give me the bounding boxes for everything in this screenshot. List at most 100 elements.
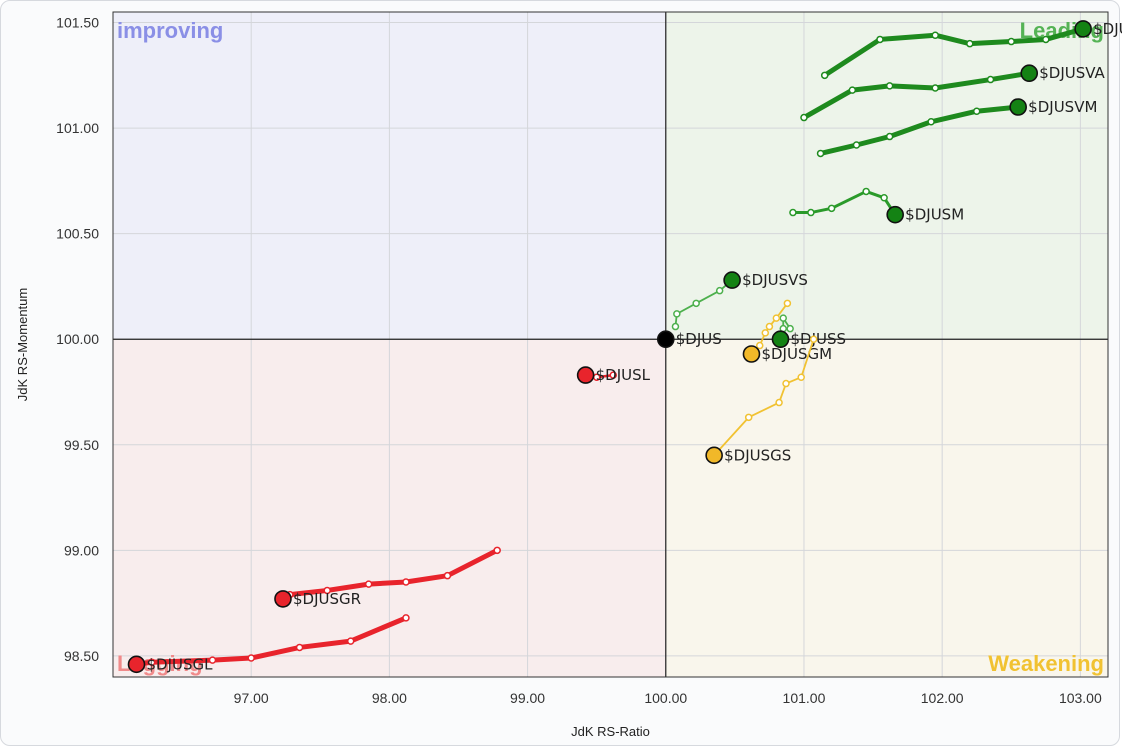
symbol-label: $DJUSVS xyxy=(742,271,808,289)
plot-border xyxy=(112,11,1109,678)
trail-point xyxy=(364,580,373,588)
head-marker xyxy=(886,205,904,224)
symbol-label: $DJUSGS xyxy=(724,446,791,464)
series-djusm: $DJUSM xyxy=(789,187,964,224)
trail-point xyxy=(1042,35,1050,44)
trail-point xyxy=(862,187,870,196)
symbol-label: $DJUSM xyxy=(905,206,964,224)
head-marker xyxy=(127,655,146,674)
trail-point xyxy=(671,322,680,331)
trail-point xyxy=(986,75,995,84)
trail-point xyxy=(402,614,410,622)
trail-point xyxy=(775,398,783,407)
trail-point xyxy=(848,86,857,94)
symbol-label: $DJUSVM xyxy=(1028,98,1097,116)
symbol-label: $DJUSGL xyxy=(146,655,213,673)
trail-point xyxy=(880,194,888,202)
trail-point xyxy=(931,84,940,92)
head-marker xyxy=(1020,64,1039,83)
trail-point xyxy=(931,31,940,39)
y-tick-label: 98.50 xyxy=(64,648,99,664)
trail-point xyxy=(783,299,792,308)
trail-point xyxy=(800,113,808,122)
trail-point xyxy=(885,132,894,141)
head-marker xyxy=(771,330,790,349)
head-marker xyxy=(705,446,723,465)
trail-point xyxy=(807,208,815,217)
trail-point xyxy=(779,314,787,322)
x-tick-label: 102.00 xyxy=(921,690,964,706)
quadrant-leading xyxy=(665,12,1108,340)
head-marker xyxy=(576,366,595,384)
y-tick-label: 100.50 xyxy=(56,226,99,242)
trail-point xyxy=(761,329,770,337)
trail-point xyxy=(927,118,935,126)
trail-point xyxy=(402,578,410,586)
quadrant-label-improving: improving xyxy=(117,18,223,43)
trail-point xyxy=(493,546,501,555)
y-tick-label: 101.00 xyxy=(56,120,99,136)
head-marker xyxy=(742,345,761,363)
x-axis-title: JdK RS-Ratio xyxy=(571,724,650,739)
x-tick-label: 99.00 xyxy=(510,690,545,706)
trail-point xyxy=(885,82,894,90)
x-tick-label: 100.00 xyxy=(644,690,687,706)
trail-point xyxy=(789,208,797,217)
series-djusgm: $DJUSGM xyxy=(742,299,832,363)
symbol-label: $DJUSGR xyxy=(293,590,361,608)
head-marker xyxy=(1009,98,1027,116)
trail-point xyxy=(772,314,781,322)
trail-line xyxy=(801,70,1032,121)
series-djusgs: $DJUSGS xyxy=(705,335,818,465)
trail-point xyxy=(809,335,818,343)
trail-point xyxy=(786,324,794,333)
y-axis-title: JdK RS-Momentum xyxy=(15,288,30,401)
symbol-label: $DJUSVA xyxy=(1039,64,1105,82)
trail-point xyxy=(876,35,884,44)
trail-point xyxy=(609,371,618,379)
trail-point xyxy=(443,571,452,580)
trail-point xyxy=(715,286,724,295)
trail-line xyxy=(713,338,815,457)
trail-point xyxy=(692,299,700,308)
trail-point xyxy=(147,658,156,666)
quadrant-backgrounds xyxy=(113,12,1108,677)
y-tick-label: 100.00 xyxy=(56,331,99,347)
trail-point xyxy=(966,39,974,48)
trail-point xyxy=(208,656,217,664)
x-tick-label: 101.00 xyxy=(783,690,826,706)
trail-point xyxy=(765,322,774,331)
axis-ticks: 97.00 98.00 99.00 100.00 101.00 102.00 103.00 9… xyxy=(56,15,1102,706)
head-marker xyxy=(656,330,675,349)
trail-point xyxy=(820,71,829,80)
trail-point xyxy=(972,107,981,115)
head-marker xyxy=(1074,20,1092,38)
symbol-label: $DJUSGM xyxy=(761,345,832,363)
trail-point xyxy=(797,373,805,381)
y-tick-label: 99.00 xyxy=(64,542,99,558)
trail-point xyxy=(295,643,304,652)
symbol-label: $DJUSL xyxy=(596,366,651,384)
trail-point xyxy=(247,654,255,662)
trail-point xyxy=(744,413,753,422)
series-djusvs: $DJUSVS xyxy=(671,271,808,331)
trail-point xyxy=(756,341,764,350)
trail-point xyxy=(346,637,355,645)
trail-point xyxy=(673,310,681,318)
series-djus: $DJUS xyxy=(656,330,722,349)
head-marker xyxy=(723,271,741,289)
series-djusvm: $DJUSVM xyxy=(816,98,1097,158)
trail-point xyxy=(827,204,836,213)
symbol-label: $DJUS xyxy=(676,330,722,348)
series-djusva: $DJUSVA xyxy=(800,64,1106,122)
series-trails: $DJUSVI$DJUSVA$DJUSVM$DJUSM$DJUSVS$DJUSS… xyxy=(127,20,1122,674)
quadrant-label-weakening: Weakening xyxy=(988,651,1104,676)
x-tick-label: 103.00 xyxy=(1059,690,1102,706)
series-djusgl: $DJUSGL xyxy=(127,614,410,674)
trail-point xyxy=(323,586,331,595)
trail-point xyxy=(816,149,825,158)
series-djusgr: $DJUSGR xyxy=(274,546,501,608)
y-tick-label: 99.50 xyxy=(64,437,99,453)
y-tick-label: 101.50 xyxy=(56,15,99,31)
